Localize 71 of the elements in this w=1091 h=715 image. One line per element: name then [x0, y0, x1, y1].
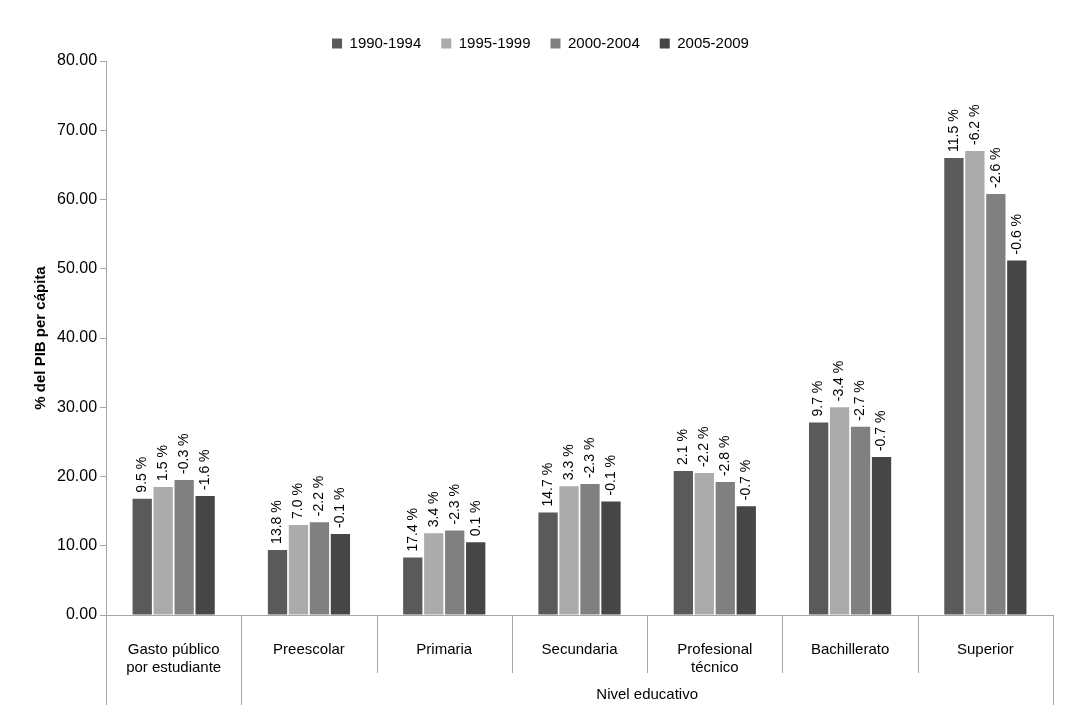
annotation: -2.2 %	[695, 426, 712, 468]
bar	[1007, 260, 1027, 615]
bar	[986, 193, 1006, 615]
legend-label: 1990-1994	[349, 33, 422, 51]
annotation: 9.5 %	[133, 456, 150, 493]
y-tick-label: 60.00	[56, 189, 98, 207]
annotation: -2.2 %	[310, 475, 327, 517]
annotation: 17.4 %	[403, 507, 420, 552]
legend-label: 2000-2004	[568, 33, 640, 51]
bar	[174, 479, 194, 615]
y-tick-label: 40.00	[56, 328, 98, 346]
legend-label: 2005-2009	[677, 33, 749, 51]
bar	[944, 157, 964, 615]
x-tick-label: Secundaria	[541, 640, 619, 658]
annotation: 11.5 %	[944, 109, 961, 152]
bar	[132, 498, 152, 615]
annotation: -3.4 %	[830, 360, 847, 402]
annotation: -0.3 %	[175, 433, 192, 474]
annotation: -2.8 %	[716, 435, 733, 477]
bar	[736, 506, 756, 615]
y-tick-label: 80.00	[56, 51, 98, 69]
y-tick-label: 50.00	[56, 259, 98, 277]
annotation: 14.7 %	[538, 462, 555, 507]
bar	[580, 484, 600, 615]
bar	[195, 495, 215, 615]
annotation: -2.3 %	[445, 484, 462, 525]
bar	[808, 422, 829, 615]
bar	[601, 501, 621, 615]
y-axis-title: % del PIB per cápita	[31, 265, 49, 410]
annotation: -2.7 %	[851, 380, 868, 421]
x-tick-label: Gasto público por estudiante	[126, 640, 222, 676]
y-tick-label: 30.00	[56, 397, 98, 415]
x-tick-label: Preescolar	[273, 640, 345, 658]
annotation: 9.7 %	[809, 380, 826, 417]
annotation: 7.0 %	[289, 483, 306, 519]
bar	[673, 470, 693, 615]
bar	[267, 549, 288, 615]
annotation: -0.7 %	[737, 459, 754, 501]
annotation: 13.8 %	[268, 500, 285, 544]
x-tick-label: Profesional técnico	[677, 640, 753, 676]
x-tick-label: Superior	[957, 640, 1014, 658]
x-tick-label: Primaria	[416, 640, 473, 658]
bar	[850, 426, 871, 615]
annotation: 0.1 %	[466, 500, 483, 537]
annotation: -2.3 %	[580, 437, 597, 479]
annotation: 1.5 %	[154, 445, 171, 481]
bar	[445, 530, 465, 615]
bar	[715, 482, 735, 615]
annotation: 2.1 %	[674, 429, 691, 465]
bar	[309, 522, 330, 615]
annotation: -0.1 %	[331, 487, 348, 528]
y-tick-label: 70.00	[56, 120, 98, 138]
bar	[403, 557, 423, 615]
text: Nivel educativo	[596, 685, 699, 703]
annotation: -0.6 %	[1007, 213, 1024, 255]
y-tick-label: 0.00	[65, 605, 98, 623]
legend-label: 1995-1999	[458, 33, 531, 51]
annotation: 3.4 %	[424, 491, 441, 528]
y-tick-label: 10.00	[56, 536, 98, 554]
annotation: -0.1 %	[601, 454, 618, 496]
annotation: -0.7 %	[872, 410, 889, 452]
bar	[538, 512, 558, 615]
annotation: -2.6 %	[986, 147, 1003, 188]
annotation: 3.3 %	[559, 444, 576, 481]
y-tick-label: 20.00	[56, 466, 98, 484]
bar	[330, 533, 351, 615]
annotation: -6.2 %	[965, 104, 982, 146]
bar	[871, 457, 892, 615]
x-tick-label: Bachillerato	[810, 640, 890, 658]
annotation: -1.6 %	[195, 449, 212, 490]
bar	[466, 542, 486, 615]
